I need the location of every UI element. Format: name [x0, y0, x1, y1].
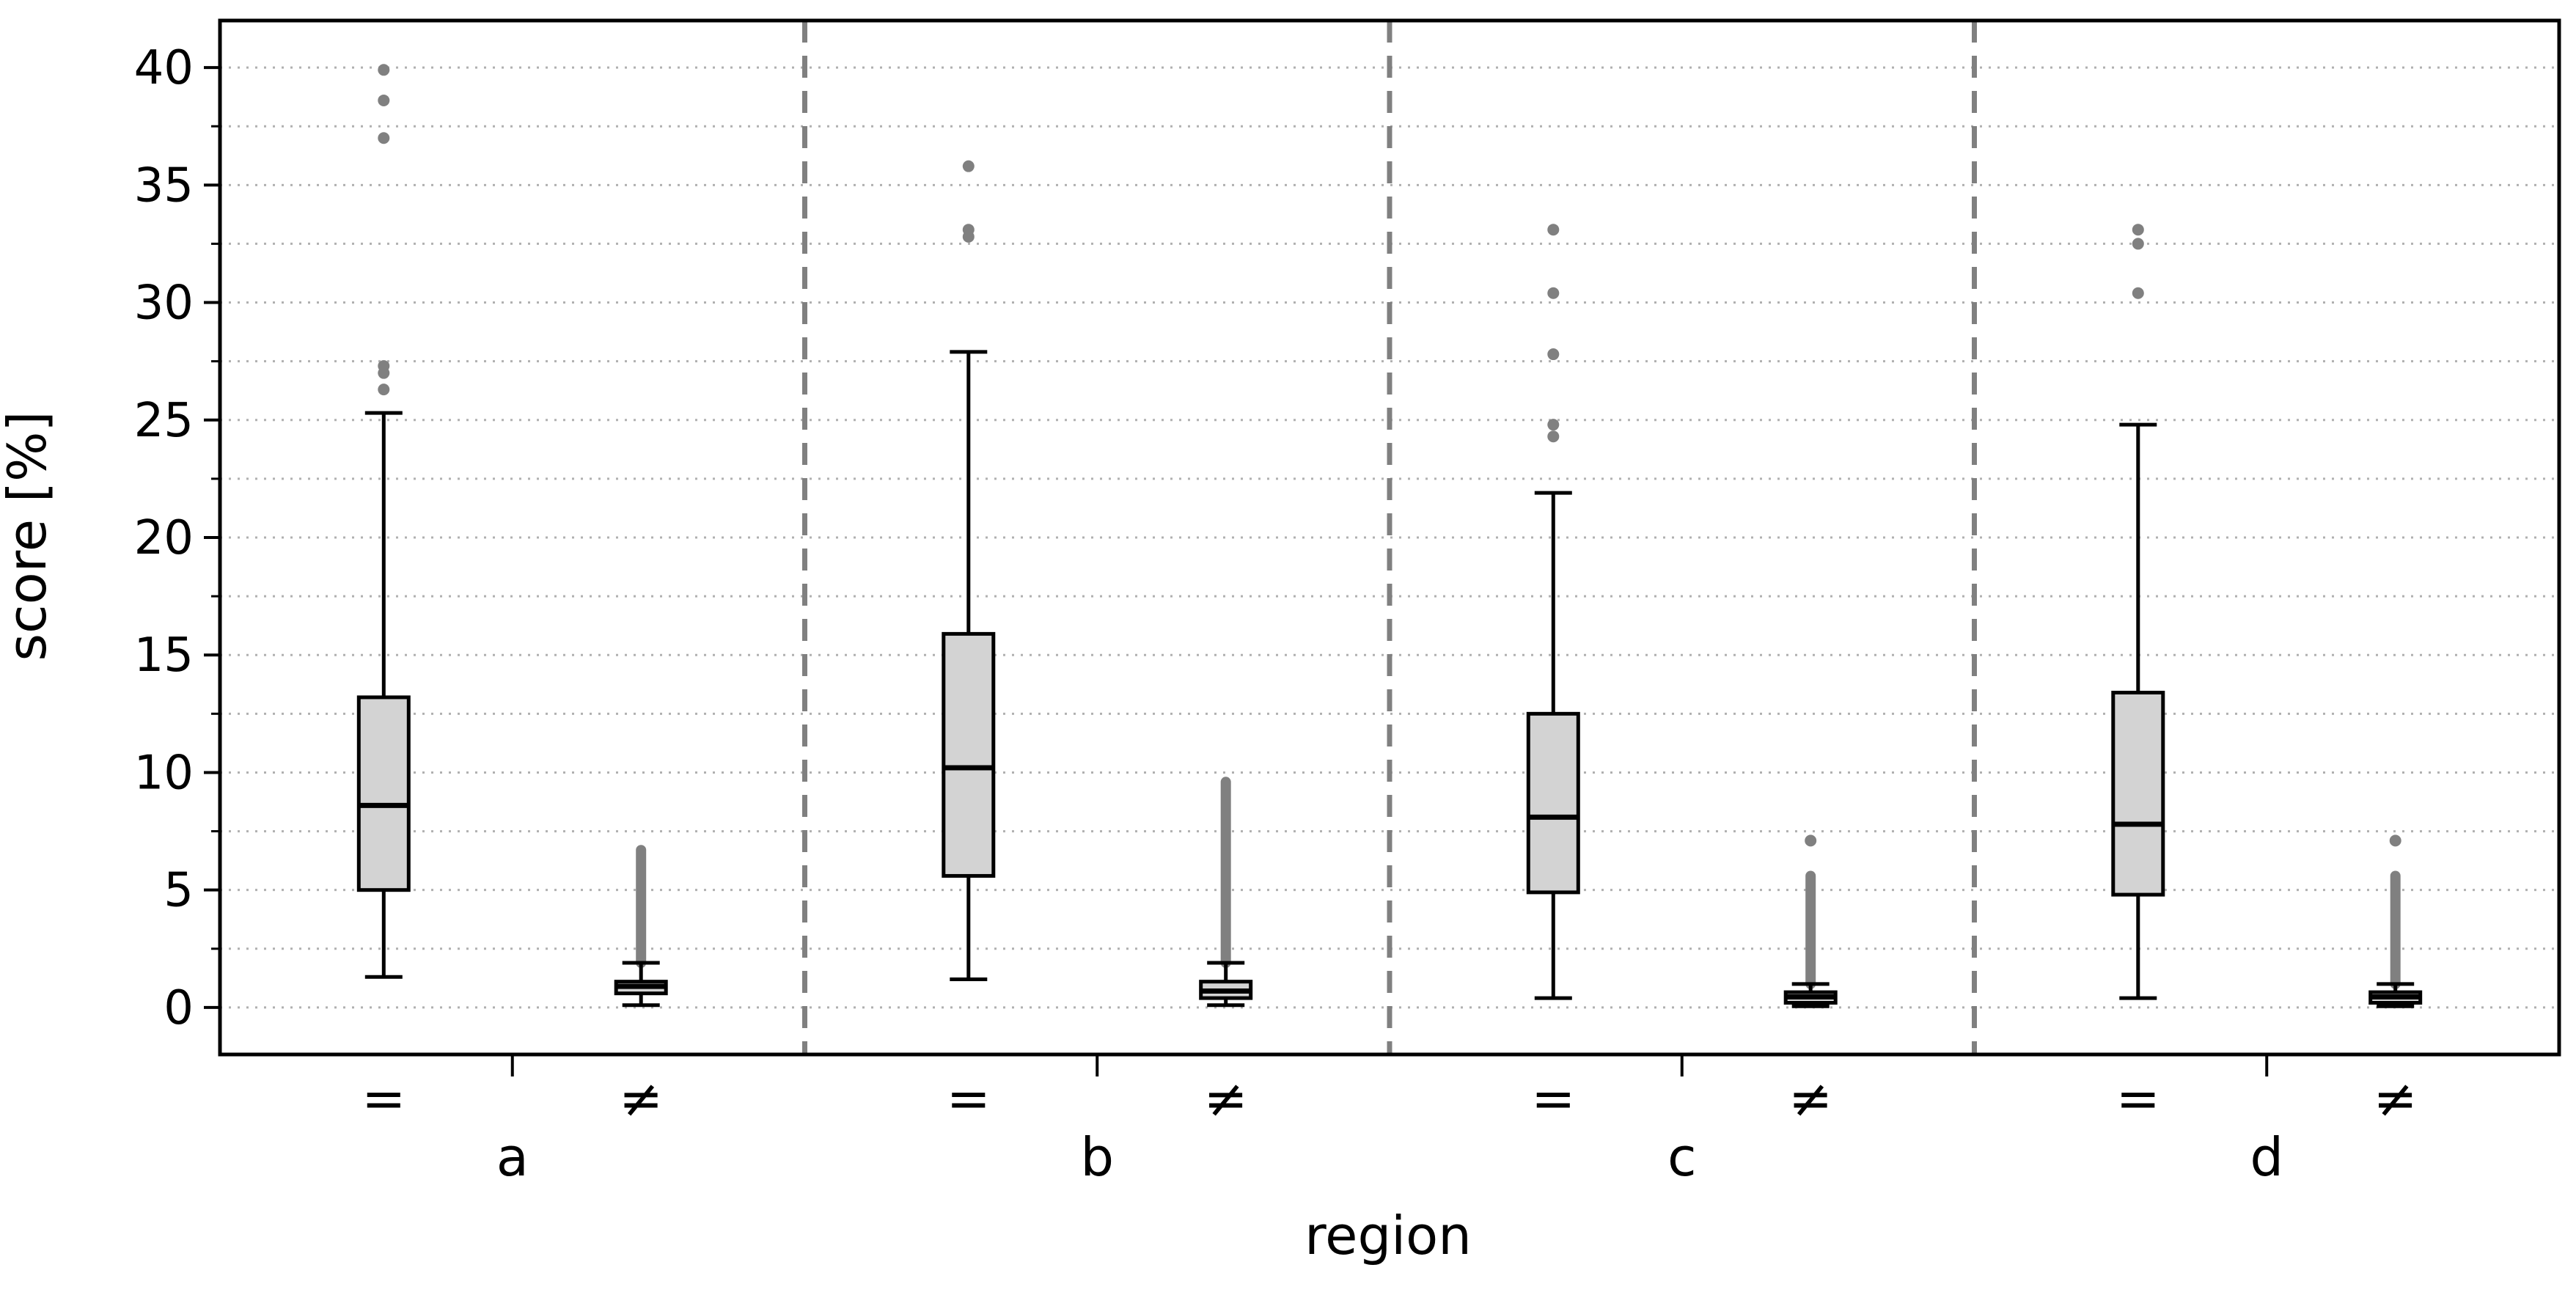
- y-tick-label: 0: [164, 981, 194, 1035]
- x-group-label: a: [496, 1126, 529, 1188]
- flier-point: [962, 160, 975, 172]
- flier-point: [378, 132, 390, 144]
- box-a-neq: [614, 845, 668, 1008]
- y-tick-label: 20: [134, 511, 194, 565]
- flier-point: [2132, 238, 2144, 250]
- x-subcategory-label: ≠: [1204, 1068, 1248, 1129]
- flier-point: [962, 224, 975, 236]
- box-rect: [2111, 691, 2165, 897]
- x-subcategory-label: ≠: [619, 1068, 663, 1129]
- flier-point: [2132, 287, 2144, 299]
- flier-point: [1547, 287, 1560, 299]
- flier-point: [1805, 834, 1817, 847]
- y-tick-label: 5: [164, 864, 194, 918]
- box-c-neq: [1783, 834, 1838, 1008]
- flier-point: [378, 360, 390, 373]
- x-axis-label: region: [1304, 1205, 1472, 1266]
- y-axis-label: score [%]: [0, 411, 58, 661]
- y-tick-label: 40: [134, 41, 194, 95]
- flier-point: [1547, 224, 1560, 236]
- y-tick-label: 10: [134, 746, 194, 800]
- x-subcategory-label: ≠: [2374, 1068, 2418, 1129]
- box-rect: [942, 631, 996, 878]
- box-rect: [356, 695, 411, 892]
- y-tick-label: 15: [134, 628, 194, 683]
- box-rect: [1526, 711, 1580, 895]
- x-subcategory-label: ≠: [1788, 1068, 1832, 1129]
- flier-point: [2132, 224, 2144, 236]
- flier-point: [1547, 430, 1560, 443]
- y-tick-label: 35: [134, 158, 194, 213]
- x-group-label: c: [1667, 1126, 1697, 1188]
- x-group-label: d: [2250, 1126, 2283, 1188]
- flier-point: [378, 94, 390, 106]
- x-subcategory-label: =: [362, 1068, 406, 1129]
- box-a-eq: [356, 64, 411, 979]
- box-b-neq: [1199, 777, 1253, 1008]
- flier-point: [1547, 419, 1560, 431]
- boxes-layer: [356, 64, 2423, 1008]
- y-tick-label: 25: [134, 394, 194, 448]
- box-d-neq: [2368, 834, 2423, 1008]
- box-d-eq: [2111, 224, 2165, 1000]
- box-c-eq: [1526, 224, 1580, 1000]
- x-subcategory-label: =: [1531, 1068, 1575, 1129]
- flier-point: [378, 64, 390, 76]
- x-group-label: b: [1080, 1126, 1114, 1188]
- flier-point: [378, 384, 390, 396]
- box-b-eq: [942, 160, 996, 981]
- group-separators: [802, 21, 1977, 1054]
- x-subcategory-label: =: [947, 1068, 991, 1129]
- axes-layer: 0 5 10 15 20 25 30 35 40 a = ≠ b = ≠ c = ≠ d = ≠: [134, 18, 2561, 1188]
- flier-point: [1547, 348, 1560, 361]
- x-subcategory-label: =: [2116, 1068, 2160, 1129]
- y-tick-label: 30: [134, 276, 194, 331]
- flier-point: [2389, 834, 2401, 847]
